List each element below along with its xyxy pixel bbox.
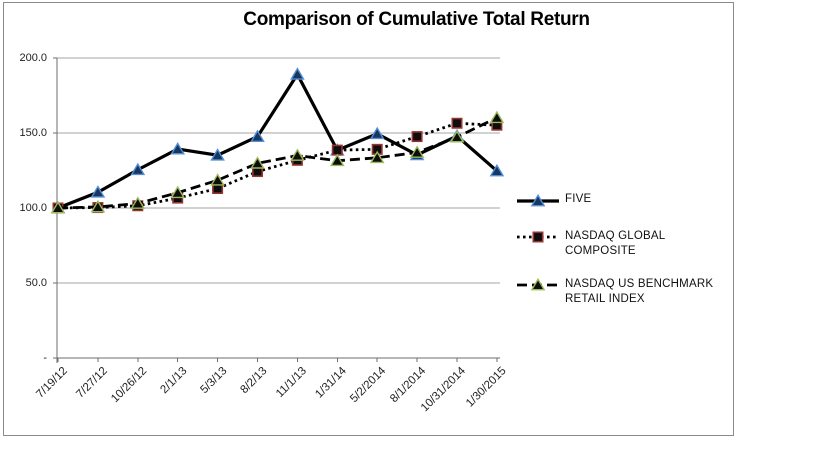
legend-label-five: FIVE	[565, 193, 592, 205]
marker-triangle	[530, 277, 546, 291]
marker-triangle	[50, 200, 66, 214]
marker-triangle	[170, 185, 186, 199]
marker-square	[411, 131, 423, 143]
marker-triangle	[329, 153, 345, 167]
marker-triangle	[290, 67, 305, 80]
y-axis-label: 200.0	[19, 52, 47, 64]
legend: FIVE NASDAQ GLOBAL COMPOSITE NASDAQ US B…	[516, 192, 726, 307]
y-axis-label: 100.0	[19, 202, 47, 214]
marker-triangle	[290, 148, 305, 161]
marker-triangle	[530, 193, 546, 206]
marker-triangle	[449, 129, 465, 143]
legend-label-nasdaq-us-benchmark-retail-index: NASDAQ US BENCHMARK RETAIL INDEX	[565, 277, 714, 305]
marker-triangle	[250, 156, 265, 169]
chart-title: Comparison of Cumulative Total Return	[243, 9, 590, 30]
legend-sample-five	[517, 193, 559, 206]
marker-square	[451, 117, 463, 129]
legend-item-nasdaq-global-composite: NASDAQ GLOBAL COMPOSITE	[516, 229, 726, 259]
y-axis-label: 150.0	[19, 127, 47, 139]
series-line-nasdaq-us-benchmark-retail-index	[57, 116, 498, 210]
y-axis-label: -	[43, 352, 47, 364]
marker-triangle	[210, 148, 225, 161]
legend-item-nasdaq-us-benchmark-retail-index: NASDAQ US BENCHMARK RETAIL INDEX	[516, 277, 726, 307]
marker-triangle	[170, 141, 186, 155]
marker-triangle	[90, 199, 106, 213]
legend-label-nasdaq-global-composite: NASDAQ GLOBAL COMPOSITE	[565, 229, 665, 257]
marker-triangle	[489, 163, 505, 177]
marker-triangle	[250, 129, 265, 142]
marker-square	[532, 231, 544, 243]
marker-triangle	[369, 150, 385, 164]
marker-triangle	[409, 145, 425, 158]
marker-triangle	[130, 196, 146, 209]
marker-square	[331, 144, 343, 156]
series-line-nasdaq-global-composite	[57, 121, 497, 210]
series-line-five	[57, 71, 498, 210]
y-axis-label: 50.0	[25, 277, 47, 289]
marker-triangle	[210, 173, 225, 186]
marker-triangle	[130, 162, 146, 176]
marker-triangle	[369, 126, 385, 140]
legend-sample-nasdaq-us-benchmark-retail-index	[517, 277, 559, 291]
legend-sample-nasdaq-global-composite	[517, 231, 559, 243]
chart-frame	[3, 2, 734, 436]
marker-triangle	[90, 185, 106, 198]
marker-triangle	[489, 110, 505, 124]
legend-item-five: FIVE	[516, 192, 726, 209]
